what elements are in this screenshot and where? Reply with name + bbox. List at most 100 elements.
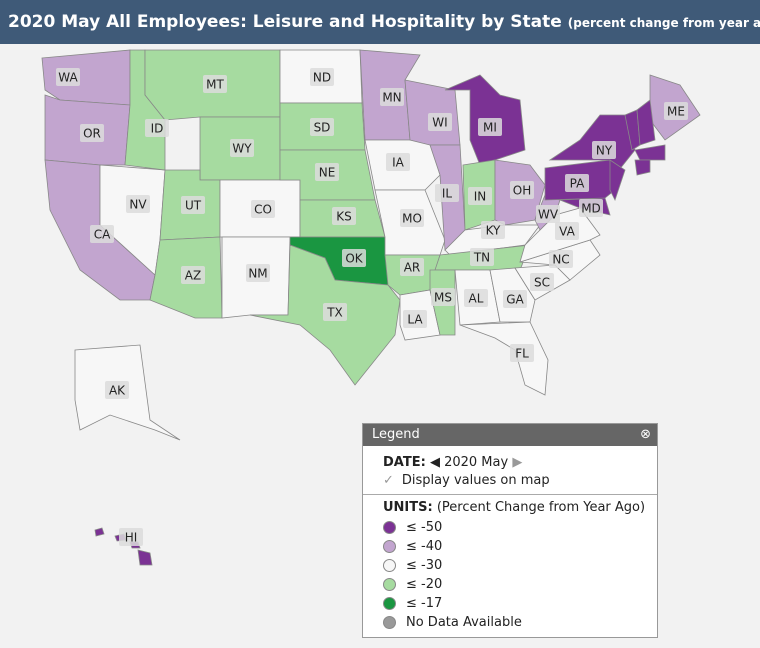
state-label: HI (125, 531, 138, 545)
state-label: OK (345, 252, 363, 266)
state-label-bg (323, 303, 347, 321)
state-label: CA (94, 228, 111, 242)
state-label-bg (181, 266, 205, 284)
state-label-bg (380, 88, 404, 106)
state-label: OH (513, 184, 531, 198)
legend-swatch (383, 597, 396, 610)
units-label: UNITS: (383, 500, 433, 515)
state-label-bg (145, 119, 169, 137)
state (459, 321, 549, 396)
display-values: Display values on map (401, 473, 550, 488)
state-label: WY (232, 142, 252, 156)
legend-title: Legend ⊗ (363, 424, 657, 446)
state-label-bg (503, 290, 527, 308)
next[interactable]: ▶ (512, 455, 523, 470)
state-label: VA (559, 225, 575, 239)
state-label: TX (326, 306, 343, 320)
state-label: ID (151, 122, 164, 136)
legend: Legend ⊗ DATE: ◀ 2020 May ▶ ✓ Display valu… (362, 423, 658, 638)
state-label: NY (596, 144, 613, 158)
state-label-bg (664, 102, 688, 120)
state-label-bg (530, 273, 554, 291)
legend-label: ≤ -30 (406, 558, 443, 573)
state-label: SC (534, 276, 550, 290)
state-label: MD (581, 202, 601, 216)
legend-entry: ≤ -50 (383, 520, 442, 535)
state-label-bg (119, 528, 143, 546)
state-label: MN (382, 91, 401, 105)
state-label: IL (442, 187, 453, 201)
date-label: DATE: (383, 455, 426, 470)
state-label: KS (336, 210, 352, 224)
state-label: TN (473, 251, 490, 265)
state-label-bg (251, 200, 275, 218)
legend-label: ≤ -40 (406, 539, 443, 554)
state-label-bg (428, 113, 452, 131)
state-label: ME (667, 105, 685, 119)
legend-swatch (383, 540, 396, 553)
state-label-bg (246, 264, 270, 282)
state-label: GA (506, 293, 524, 307)
state-label: KY (486, 224, 501, 238)
state-label-bg (56, 68, 80, 86)
state-label: NV (129, 198, 147, 212)
state-label: MI (483, 121, 497, 135)
state-label-bg (579, 199, 603, 217)
state-label-bg (126, 195, 150, 213)
legend-entry: ≤ -20 (383, 577, 442, 592)
legend-entry: ≤ -30 (383, 558, 442, 573)
state-label-bg (315, 163, 339, 181)
state-label-bg (431, 288, 455, 306)
state-label: FL (515, 347, 529, 361)
state-label: WV (538, 208, 559, 222)
state-label: IN (474, 190, 487, 204)
units: (Percent Change from Year Ago) (436, 500, 646, 515)
state-label-bg (80, 124, 104, 142)
state-label: SD (314, 121, 331, 135)
state-label-bg (481, 221, 505, 239)
state-label-bg (435, 184, 459, 202)
legend-label: ≤ -17 (406, 596, 443, 611)
state (634, 159, 651, 176)
close-icon[interactable]: ⊗ (640, 427, 651, 442)
state-label-bg (90, 225, 114, 243)
checkbox[interactable]: ✓ (383, 473, 394, 488)
state-label: WI (432, 116, 447, 130)
legend-entry: No Data Available (383, 615, 522, 630)
date: 2020 May (444, 455, 509, 470)
state-label-bg (342, 249, 366, 267)
legend-swatch (383, 578, 396, 591)
legend-entry: ≤ -40 (383, 539, 442, 554)
state-label: NC (552, 253, 569, 267)
state-label: AL (469, 292, 484, 306)
state (41, 49, 131, 106)
state-label-bg (403, 310, 427, 328)
legend-swatch (383, 616, 396, 629)
map: WA OR CA NV ID MT WY UT CO AZ NM ND SD NE KS OK TX MN IA MO… (41, 49, 701, 566)
state-label: MT (206, 78, 224, 92)
state-label-bg (181, 196, 205, 214)
state (634, 144, 666, 161)
state-label: NM (248, 267, 267, 281)
state-label: NE (319, 166, 336, 180)
state-label: LA (407, 313, 423, 327)
subtitle: (percent change from year ago) (567, 16, 760, 30)
state-label-bg (310, 118, 334, 136)
state-label: MS (434, 291, 452, 305)
title: 2020 May All Employees: Leisure and Hosp… (8, 12, 562, 32)
state-label: PA (570, 177, 585, 191)
state-label-bg (470, 248, 494, 266)
legend-title-text: Legend (372, 427, 420, 442)
state-label: MO (402, 212, 422, 226)
legend-entry: ≤ -17 (383, 596, 442, 611)
state-label: AK (109, 384, 126, 398)
legend-swatch (383, 559, 396, 572)
state-label-bg (230, 139, 254, 157)
state-label-bg (400, 209, 424, 227)
state-label-bg (468, 187, 492, 205)
prev[interactable]: ◀ (429, 455, 440, 470)
state-label: OR (83, 127, 101, 141)
state-label-bg (592, 141, 616, 159)
state-label: UT (185, 199, 202, 213)
